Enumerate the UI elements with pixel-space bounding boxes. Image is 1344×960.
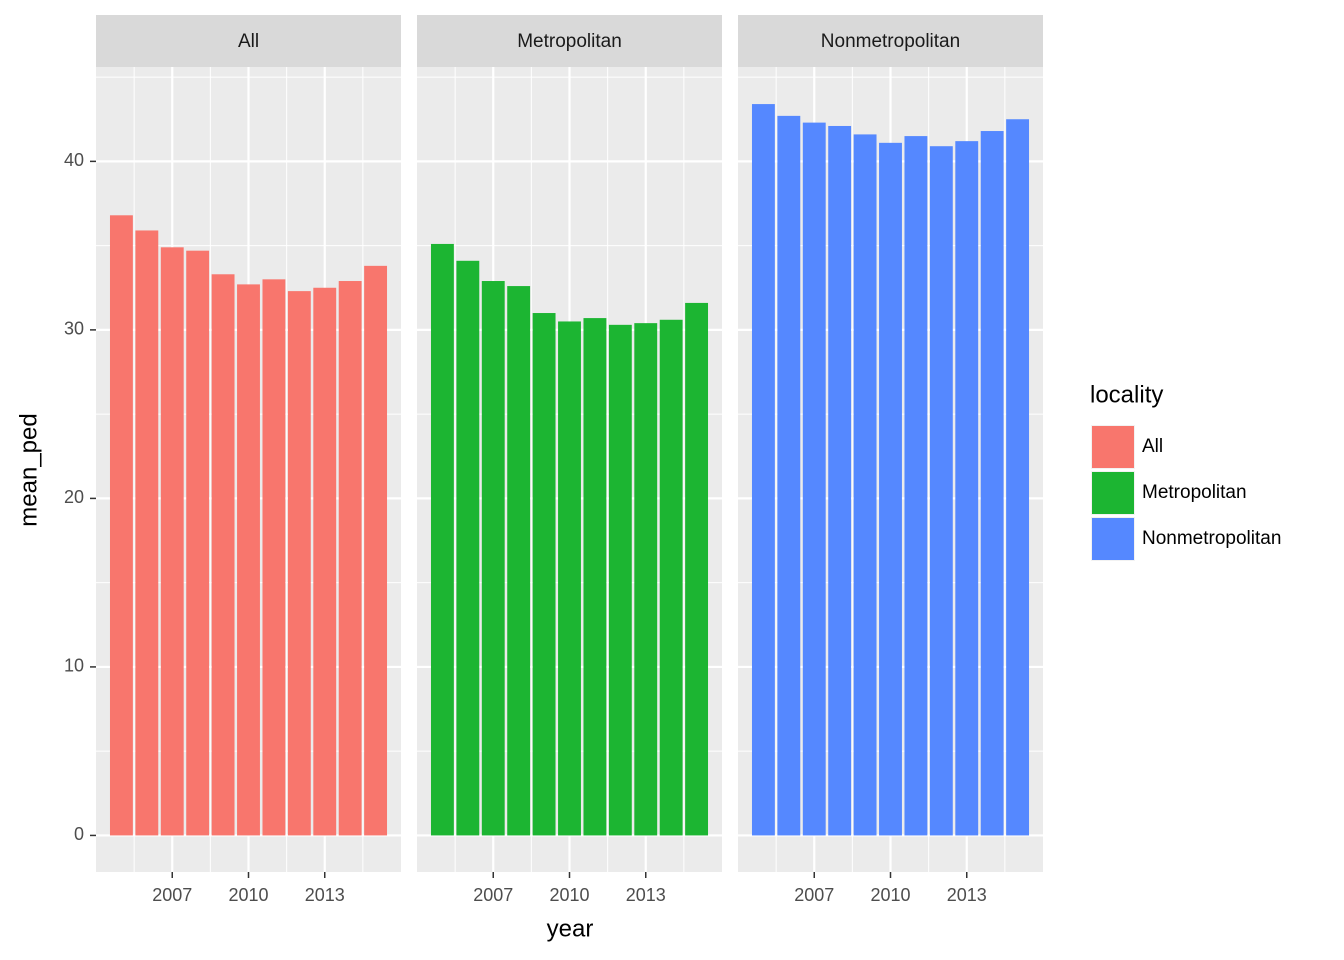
bar	[904, 136, 928, 836]
bar	[608, 324, 632, 836]
bar	[634, 323, 658, 836]
legend-label: Nonmetropolitan	[1142, 528, 1281, 549]
legend-swatch	[1092, 426, 1134, 468]
legend-label: All	[1142, 436, 1163, 457]
bar	[430, 243, 454, 836]
bar	[751, 104, 775, 836]
strip	[96, 15, 401, 67]
bar	[364, 265, 388, 836]
x-tick-label: 2007	[473, 885, 513, 905]
bar	[456, 260, 480, 836]
strip	[738, 15, 1043, 67]
bar	[186, 250, 210, 836]
bar	[980, 131, 1004, 836]
bar	[287, 291, 311, 836]
x-tick-label: 2013	[626, 885, 666, 905]
bar	[237, 284, 260, 836]
y-axis-label: mean_ped	[15, 413, 42, 526]
bar	[481, 281, 505, 836]
bar	[313, 287, 337, 836]
strip	[417, 15, 722, 67]
x-tick-label: 2010	[870, 885, 910, 905]
strip-label: Metropolitan	[517, 31, 622, 52]
x-tick-label: 2007	[152, 885, 192, 905]
bar	[802, 122, 826, 836]
strip-label: All	[238, 31, 259, 52]
y-tick-label: 30	[64, 319, 84, 339]
x-tick-label: 2007	[794, 885, 834, 905]
legend-title: locality	[1090, 381, 1163, 408]
bar	[929, 146, 953, 836]
legend-label: Metropolitan	[1142, 482, 1247, 503]
bar	[338, 281, 362, 836]
bar	[1006, 119, 1030, 836]
y-tick-label: 40	[64, 150, 84, 170]
bar	[685, 302, 709, 836]
bar	[262, 279, 286, 836]
strip-label: Nonmetropolitan	[821, 31, 960, 52]
bar	[955, 141, 979, 836]
bar	[211, 274, 235, 836]
y-tick-label: 10	[64, 656, 84, 676]
bar	[659, 319, 683, 836]
bar	[828, 125, 852, 836]
y-tick-label: 0	[74, 824, 84, 844]
bar	[558, 321, 581, 836]
x-tick-label: 2010	[549, 885, 589, 905]
bar	[777, 115, 801, 836]
bar	[583, 318, 607, 836]
bar	[109, 215, 133, 836]
bar	[532, 313, 556, 836]
x-axis-label: year	[547, 915, 594, 942]
bar	[879, 142, 902, 836]
x-tick-label: 2010	[228, 885, 268, 905]
bar	[507, 286, 531, 836]
x-tick-label: 2013	[305, 885, 345, 905]
x-tick-label: 2013	[947, 885, 987, 905]
bar	[160, 247, 184, 836]
legend-swatch	[1092, 518, 1134, 560]
legend-swatch	[1092, 472, 1134, 514]
y-tick-label: 20	[64, 487, 84, 507]
bar	[135, 230, 159, 836]
bar	[853, 134, 877, 836]
